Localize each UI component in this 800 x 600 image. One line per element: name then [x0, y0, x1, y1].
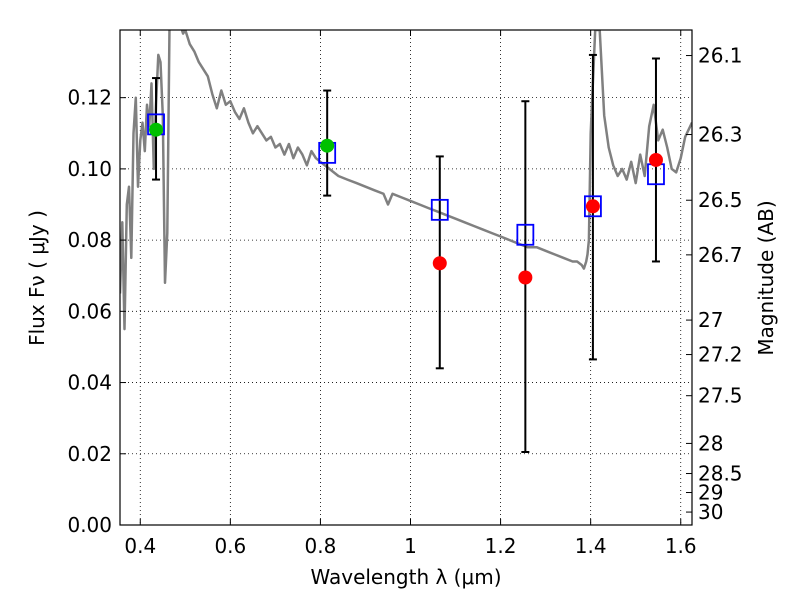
mag-tick-label: 26.7: [698, 243, 743, 267]
y-tick-label: 0.10: [67, 157, 112, 181]
x-axis-label: Wavelength λ (μm): [310, 565, 501, 589]
observed-point: [432, 256, 447, 271]
observed-point: [518, 270, 533, 285]
mag-tick-label: 26.5: [698, 188, 743, 212]
y-axis-label: Flux Fν ( μJy ): [25, 210, 49, 346]
mag-tick-label: 30: [698, 500, 723, 524]
ticks: 0.4 0.6 0.8 1 1.2 1.4 1.6 0.00 0.02 0.04 0.06 0.08 0…: [67, 30, 743, 558]
grid: [120, 30, 692, 526]
x-tick-label: 1.6: [665, 534, 697, 558]
detection-point: [320, 138, 335, 153]
mag-tick-label: 27: [698, 308, 723, 332]
y-tick-label: 0.08: [67, 228, 112, 252]
plot-frame: [119, 29, 693, 526]
y-tick-label: 0.02: [67, 442, 112, 466]
mag-tick-label: 28: [698, 431, 723, 455]
x-tick-label: 0.6: [214, 534, 246, 558]
detection-point: [149, 122, 164, 137]
model-photometry-point: [584, 195, 602, 218]
mag-tick-label: 26.1: [698, 44, 743, 68]
y2-axis-label: Magnitude (AB): [754, 200, 778, 355]
x-tick-label: 1.4: [575, 534, 607, 558]
x-tick-label: 1: [404, 534, 417, 558]
y-tick-label: 0.06: [67, 299, 112, 323]
observed-point: [648, 152, 663, 167]
observed-point: [585, 199, 600, 214]
plot-area: [120, 30, 692, 453]
model-photometry-point: [516, 223, 535, 246]
y-tick-label: 0.04: [67, 371, 112, 395]
mag-tick-label: 28.5: [698, 462, 743, 486]
x-tick-label: 1.2: [485, 534, 517, 558]
x-tick-label: 0.8: [305, 534, 337, 558]
mag-tick-label: 29: [698, 481, 723, 505]
y-tick-label: 0.00: [67, 513, 112, 537]
y-tick-label: 0.12: [67, 86, 112, 110]
mag-tick-label: 27.2: [698, 343, 743, 367]
x-tick-label: 0.4: [124, 534, 156, 558]
mag-tick-label: 27.5: [698, 384, 743, 408]
model-spectrum-line: [120, 30, 692, 331]
mag-tick-label: 26.3: [698, 123, 743, 147]
model-photometry-point: [430, 198, 449, 221]
